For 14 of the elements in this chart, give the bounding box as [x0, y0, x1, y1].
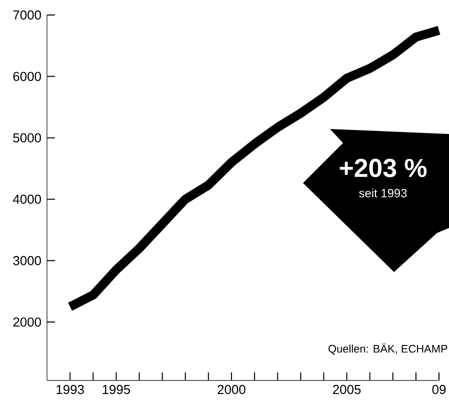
- y-tick-label: 4000: [12, 194, 41, 204]
- annotation: Quellen: BÄK, ECHAMP: [328, 343, 448, 355]
- y-tick-label: 5000: [13, 133, 41, 142]
- y-tick-label: 6000: [13, 72, 41, 81]
- y-tick-label: 3000: [13, 256, 41, 266]
- annotation: +203 %: [340, 158, 427, 178]
- x-tick-label: 1993: [56, 384, 84, 394]
- x-tick-label: 09: [432, 384, 446, 394]
- x-tick-label: 2005: [333, 384, 361, 394]
- y-tick-label: 7000: [13, 10, 41, 20]
- x-tick-label: 2000: [218, 384, 246, 394]
- annotation: seit 1993: [359, 188, 407, 198]
- x-tick-label: 1995: [102, 384, 130, 394]
- y-tick-label: 2000: [13, 317, 41, 327]
